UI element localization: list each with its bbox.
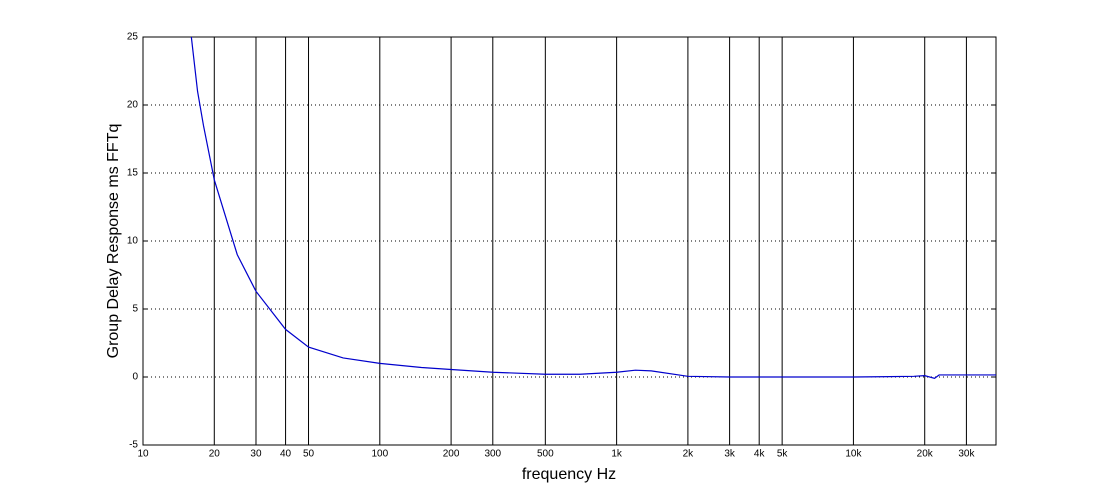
- y-tick-label: 5: [132, 304, 138, 315]
- x-tick-label: 50: [303, 449, 315, 460]
- y-tick-label: 10: [127, 236, 139, 247]
- x-tick-label: 200: [443, 449, 460, 460]
- x-tick-label: 1k: [611, 449, 623, 460]
- x-tick-label: 300: [484, 449, 501, 460]
- y-axis-label: Group Delay Response ms FFTq: [105, 124, 122, 359]
- x-tick-label: 500: [537, 449, 554, 460]
- plot-frame: [142, 36, 997, 446]
- x-tick-label: 100: [371, 449, 388, 460]
- y-tick-label: 15: [127, 168, 139, 179]
- x-tick-label: 40: [280, 449, 292, 460]
- x-tick-label: 30: [250, 449, 262, 460]
- x-tick-label: 3k: [724, 449, 736, 460]
- x-tick-label: 10k: [845, 449, 862, 460]
- y-tick-label: -5: [129, 440, 138, 451]
- x-tick-label: 10: [137, 449, 149, 460]
- x-tick-label: 20k: [917, 449, 934, 460]
- x-axis-label: frequency Hz: [522, 466, 616, 483]
- x-tick-label: 5k: [777, 449, 789, 460]
- y-tick-label: 0: [132, 372, 138, 383]
- x-tick-label: 4k: [754, 449, 766, 460]
- x-tick-label: 30k: [958, 449, 975, 460]
- y-tick-label: 25: [127, 32, 139, 43]
- data-line: [190, 36, 996, 380]
- y-tick-label: 20: [127, 100, 139, 111]
- x-tick-label: 2k: [683, 449, 695, 460]
- x-tick-label: 20: [209, 449, 221, 460]
